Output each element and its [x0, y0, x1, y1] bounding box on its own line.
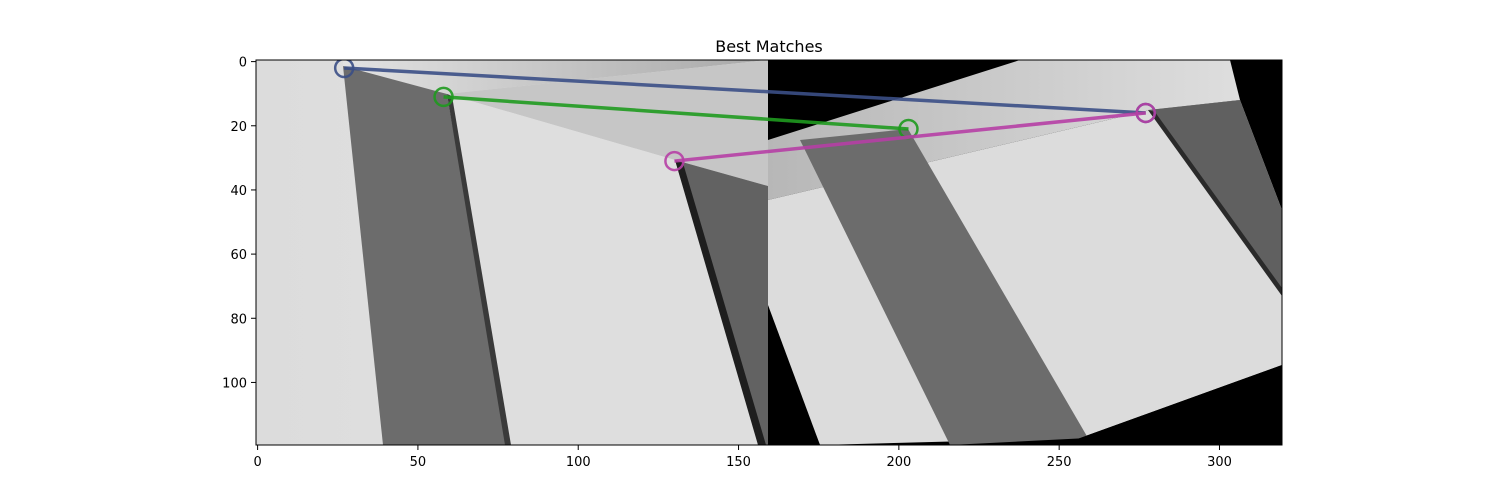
x-tick-label: 100 — [566, 455, 591, 470]
axes-frame — [255, 59, 1283, 446]
x-tick-label: 150 — [726, 455, 751, 470]
keypoint-1-3 — [664, 150, 685, 172]
x-tick-label: 300 — [1207, 455, 1232, 470]
image-1 — [256, 60, 768, 445]
y-tick-label: 80 — [230, 312, 247, 327]
x-tick-label: 0 — [253, 455, 261, 470]
keypoint-1-1 — [333, 60, 355, 79]
keypoint-2-3 — [1135, 102, 1156, 124]
matches-layer — [333, 60, 1156, 172]
image-area — [256, 60, 1282, 445]
x-tick-label: 200 — [886, 455, 911, 470]
match-line-2 — [443, 95, 909, 131]
match-line-3 — [674, 111, 1146, 163]
chart-title: Best Matches — [715, 37, 823, 56]
x-axis: 0 50 100 150 200 250 300 — [253, 445, 1232, 470]
image-2 — [768, 60, 1282, 445]
keypoint-1-2 — [433, 86, 454, 108]
match-line-1 — [344, 66, 1146, 115]
x-tick-label: 50 — [410, 455, 427, 470]
y-tick-label: 60 — [230, 248, 247, 263]
y-tick-label: 0 — [239, 56, 247, 71]
y-tick-label: 100 — [222, 376, 247, 391]
y-tick-label: 20 — [230, 120, 247, 135]
x-tick-label: 250 — [1047, 455, 1072, 470]
y-axis: 0 20 40 60 80 100 — [222, 56, 256, 391]
y-tick-label: 40 — [230, 184, 247, 199]
